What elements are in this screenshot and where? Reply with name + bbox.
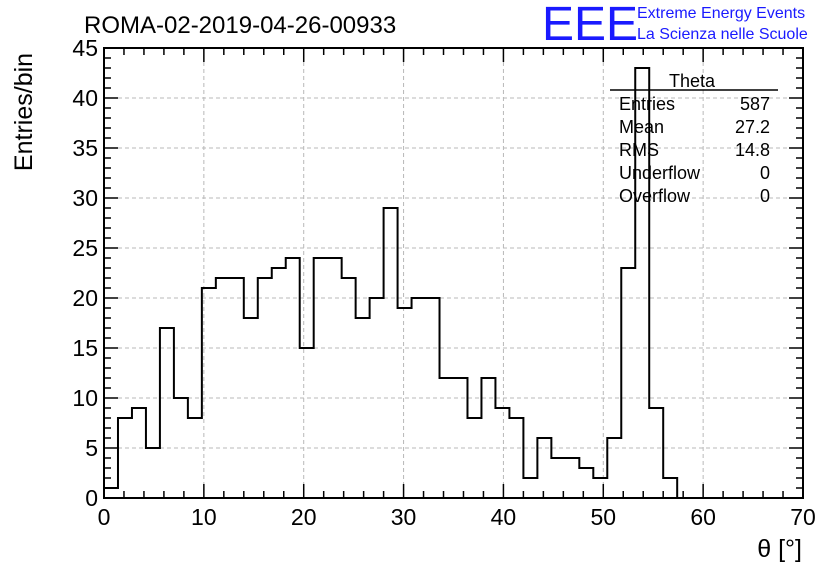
stats-label: RMS: [619, 140, 659, 160]
stats-label: Overflow: [619, 186, 691, 206]
histogram-bin: [258, 278, 272, 498]
histogram-bin: [607, 438, 621, 498]
histogram-bin: [244, 318, 258, 498]
stats-value: 14.8: [735, 140, 770, 160]
tick-labels: 0 10 20 30 40 50 60 70 0 5 10 15 20 25 30 35 40 45: [72, 35, 815, 530]
histogram-bin: [593, 478, 607, 498]
stats-value: 0: [760, 186, 770, 206]
histogram-bin: [174, 398, 188, 498]
histogram-bin: [230, 278, 244, 498]
x-tick-label: 30: [391, 504, 417, 530]
x-axis-label: θ [°]: [757, 535, 802, 563]
histogram-bin: [188, 418, 202, 498]
histogram-bin: [467, 418, 481, 498]
histogram-bin: [384, 208, 398, 498]
histogram-bin: [426, 298, 440, 498]
histogram-bin: [440, 378, 454, 498]
histogram-bin: [342, 278, 356, 498]
grid: [104, 48, 803, 498]
histogram-bin: [523, 478, 537, 498]
y-tick-label: 30: [72, 185, 98, 211]
stats-label: Entries: [619, 94, 675, 114]
y-tick-label: 15: [72, 335, 98, 361]
histogram-bin: [621, 268, 635, 498]
histogram-bin: [118, 418, 132, 498]
brand-line-2: La Scienza nelle Scuole: [637, 26, 808, 43]
plot-frame: [103, 47, 804, 499]
stats-label: Underflow: [619, 163, 701, 183]
histogram-bin: [537, 438, 551, 498]
histogram-outline: [104, 67, 803, 499]
histogram-bin: [454, 378, 468, 498]
y-tick-label: 45: [72, 35, 98, 61]
stats-label: Mean: [619, 117, 664, 137]
histogram-bin: [160, 328, 174, 498]
stats-value: 587: [740, 94, 770, 114]
histogram-bin: [104, 488, 118, 498]
y-tick-label: 5: [85, 435, 98, 461]
x-tick-label: 20: [291, 504, 317, 530]
histogram-bin: [579, 468, 593, 498]
histogram-bin: [481, 378, 495, 498]
y-tick-label: 20: [72, 285, 98, 311]
histogram-bin: [412, 298, 426, 498]
x-tick-label: 0: [98, 504, 111, 530]
y-tick-label: 0: [85, 485, 98, 511]
histogram-bin: [398, 308, 412, 498]
y-tick-label: 25: [72, 235, 98, 261]
x-tick-label: 70: [790, 504, 816, 530]
axes: [103, 47, 804, 499]
histogram-bin: [314, 258, 328, 498]
histogram-bin: [286, 258, 300, 498]
histogram-bars: [104, 67, 803, 499]
x-tick-label: 60: [690, 504, 716, 530]
histogram-bin: [146, 448, 160, 498]
histogram-bin: [328, 258, 342, 498]
histogram-bin: [565, 458, 579, 498]
brand-line-1: Extreme Energy Events: [637, 5, 805, 22]
y-axis-label: Entries/bin: [10, 53, 38, 171]
histogram-bin: [649, 408, 663, 498]
histogram-bin: [663, 478, 677, 498]
x-tick-label: 40: [491, 504, 517, 530]
y-tick-label: 40: [72, 85, 98, 111]
stats-value: 27.2: [735, 117, 770, 137]
histogram-bin: [300, 348, 314, 498]
x-tick-label: 50: [590, 504, 616, 530]
y-tick-label: 35: [72, 135, 98, 161]
x-tick-label: 10: [191, 504, 217, 530]
stats-title: Theta: [669, 71, 716, 91]
stats-box: Theta Entries 587 Mean 27.2 RMS 14.8 Underflow…: [610, 71, 778, 206]
run-title: ROMA-02-2019-04-26-00933: [84, 12, 396, 39]
eee-logo: EEE: [542, 0, 638, 51]
histogram-bin: [495, 408, 509, 498]
histogram-bin: [202, 288, 216, 498]
histogram-bin: [216, 278, 230, 498]
histogram-bin: [509, 418, 523, 498]
histogram-bin: [370, 298, 384, 498]
histogram-bin: [132, 408, 146, 498]
stats-value: 0: [760, 163, 770, 183]
histogram-bin: [272, 268, 286, 498]
y-tick-label: 10: [72, 385, 98, 411]
histogram-bin: [356, 318, 370, 498]
